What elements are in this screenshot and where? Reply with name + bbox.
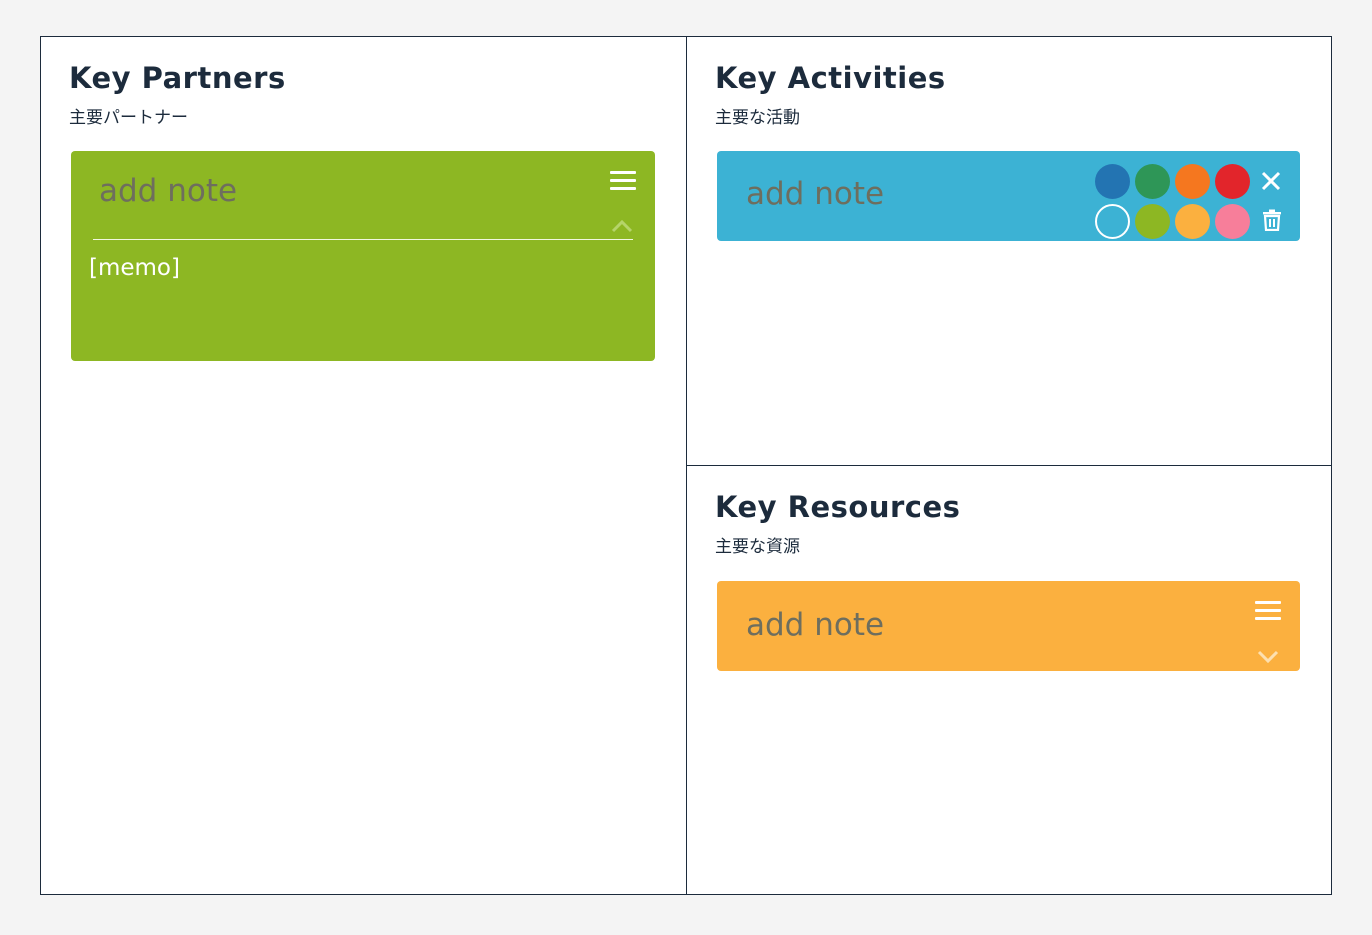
color-swatch-orange[interactable] xyxy=(1175,164,1210,199)
color-swatch-light-blue[interactable] xyxy=(1095,204,1130,239)
hamburger-menu-icon[interactable] xyxy=(610,171,636,191)
section-subtitle: 主要な資源 xyxy=(715,537,800,557)
chevron-up-icon[interactable] xyxy=(611,219,633,233)
close-icon[interactable] xyxy=(1260,170,1282,196)
section-key-activities: Key Activities 主要な活動 add note xyxy=(687,37,1331,466)
note-title-input[interactable]: add note xyxy=(746,176,885,212)
section-subtitle: 主要パートナー xyxy=(69,108,188,128)
note-memo-text[interactable]: [memo] xyxy=(89,255,180,281)
sticky-note[interactable]: add note xyxy=(717,151,1300,241)
section-title: Key Partners xyxy=(69,61,286,95)
section-title: Key Activities xyxy=(715,61,946,95)
trash-icon[interactable] xyxy=(1262,209,1282,235)
note-title-input[interactable]: add note xyxy=(99,173,238,209)
sticky-note[interactable]: add note [memo] xyxy=(71,151,655,361)
color-swatch-lime[interactable] xyxy=(1135,204,1170,239)
note-divider xyxy=(93,239,633,240)
note-title-input[interactable]: add note xyxy=(746,607,885,643)
color-swatch-amber[interactable] xyxy=(1175,204,1210,239)
section-title: Key Resources xyxy=(715,490,961,524)
color-swatch-pink[interactable] xyxy=(1215,204,1250,239)
section-subtitle: 主要な活動 xyxy=(715,108,800,128)
sticky-note[interactable]: add note xyxy=(717,581,1300,671)
hamburger-menu-icon[interactable] xyxy=(1255,601,1281,621)
business-model-canvas: Key Partners 主要パートナー add note [memo] Key… xyxy=(40,36,1332,895)
section-key-partners: Key Partners 主要パートナー add note [memo] xyxy=(41,37,687,894)
chevron-down-icon[interactable] xyxy=(1257,649,1279,663)
color-swatch-red[interactable] xyxy=(1215,164,1250,199)
color-swatch-dark-blue[interactable] xyxy=(1095,164,1130,199)
color-swatch-green[interactable] xyxy=(1135,164,1170,199)
section-key-resources: Key Resources 主要な資源 add note xyxy=(687,466,1331,894)
